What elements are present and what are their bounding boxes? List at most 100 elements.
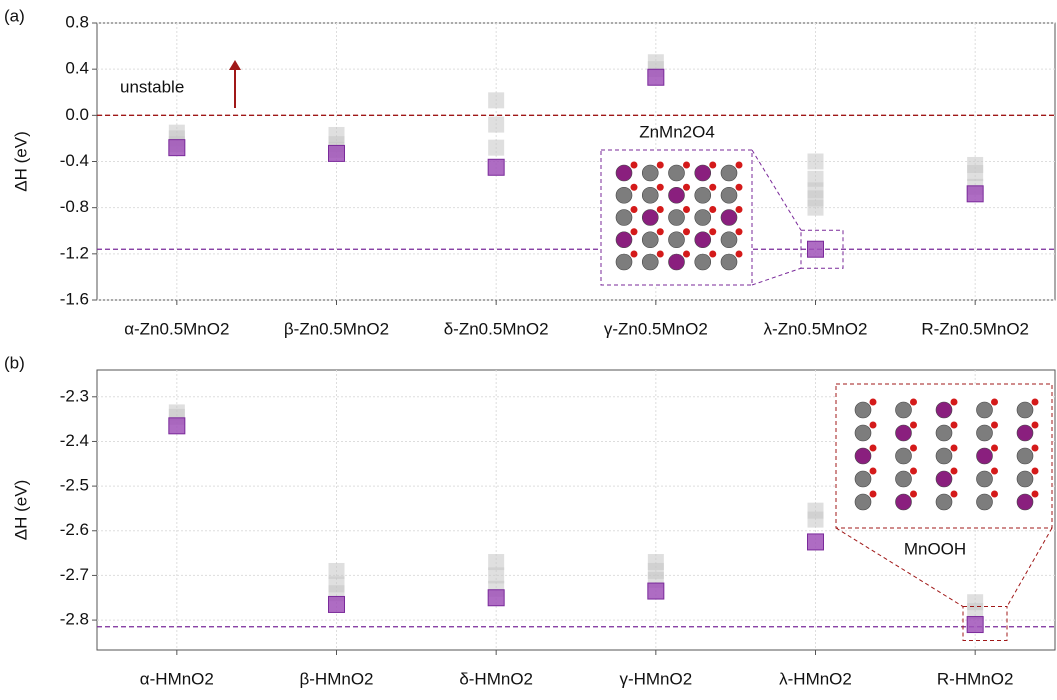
atom: [709, 251, 716, 258]
atom: [896, 471, 912, 487]
atom: [855, 425, 871, 441]
data-square: [488, 92, 504, 108]
atom: [977, 425, 993, 441]
atom: [951, 491, 958, 498]
atom: [736, 184, 743, 191]
atom: [910, 445, 917, 452]
atom: [1017, 402, 1033, 418]
y-tick-label: 0.4: [65, 59, 89, 78]
x-tick-label: δ-Zn0.5MnO2: [444, 319, 549, 338]
atom: [631, 206, 638, 213]
y-tick-label: -2.5: [60, 476, 89, 495]
x-tick-label: α-Zn0.5MnO2: [124, 319, 229, 338]
atom: [896, 448, 912, 464]
atom: [616, 232, 632, 248]
atom: [736, 162, 743, 169]
atom: [1017, 448, 1033, 464]
data-square: [808, 512, 824, 528]
callout-line: [752, 150, 801, 230]
atom: [616, 210, 632, 226]
atom: [695, 210, 711, 226]
y-tick-label: -2.3: [60, 386, 89, 405]
atom: [1032, 445, 1039, 452]
atom: [683, 162, 690, 169]
atom: [721, 210, 737, 226]
atom: [642, 165, 658, 181]
atom: [709, 184, 716, 191]
figure: -1.6-1.2-0.8-0.40.00.40.8α-Zn0.5MnO2β-Zn…: [0, 0, 1057, 700]
atom: [936, 471, 952, 487]
y-tick-label: -2.8: [60, 610, 89, 629]
atom: [736, 251, 743, 258]
atom: [936, 448, 952, 464]
atom: [616, 165, 632, 181]
y-tick-label: -2.4: [60, 431, 89, 450]
data-square: [488, 117, 504, 133]
y-tick-label: -0.4: [60, 151, 89, 170]
y-tick-label: 0.8: [65, 12, 89, 31]
atom: [870, 422, 877, 429]
y-axis-label: ΔH (eV): [11, 480, 30, 540]
data-square: [648, 69, 664, 85]
data-square: [808, 200, 824, 216]
y-tick-label: -2.6: [60, 520, 89, 539]
atom: [910, 422, 917, 429]
atom: [631, 184, 638, 191]
data-square: [488, 590, 504, 606]
atom: [721, 187, 737, 203]
atom: [736, 206, 743, 213]
data-square: [488, 159, 504, 175]
x-tick-label: δ-HMnO2: [459, 669, 533, 688]
atom: [896, 425, 912, 441]
panel-label: (b): [4, 353, 25, 372]
atom: [657, 184, 664, 191]
atom: [855, 402, 871, 418]
atom: [855, 471, 871, 487]
data-square: [808, 241, 824, 257]
x-tick-label: λ-HMnO2: [779, 669, 852, 688]
atom: [951, 399, 958, 406]
annotation: ZnMn2O4: [639, 122, 715, 141]
annotation: unstable: [120, 77, 184, 96]
atom: [910, 468, 917, 475]
atom: [977, 448, 993, 464]
data-square: [169, 418, 185, 434]
atom: [683, 228, 690, 235]
atom: [1032, 491, 1039, 498]
arrow-head: [229, 60, 241, 70]
atom: [669, 187, 685, 203]
atom: [669, 210, 685, 226]
atom: [870, 399, 877, 406]
atom: [709, 228, 716, 235]
y-tick-label: -1.2: [60, 243, 89, 262]
atom: [1032, 422, 1039, 429]
atom: [896, 402, 912, 418]
atom: [977, 494, 993, 510]
data-square: [808, 534, 824, 550]
atom: [669, 232, 685, 248]
atom: [991, 491, 998, 498]
atom: [870, 445, 877, 452]
callout-line: [752, 268, 801, 285]
atom: [683, 184, 690, 191]
data-square: [488, 140, 504, 156]
atom: [631, 162, 638, 169]
x-tick-label: R-Zn0.5MnO2: [921, 319, 1029, 338]
atom: [855, 448, 871, 464]
y-tick-label: -2.7: [60, 565, 89, 584]
atom: [1032, 468, 1039, 475]
atom: [642, 210, 658, 226]
x-tick-label: α-HMnO2: [140, 669, 214, 688]
y-tick-label: -0.8: [60, 197, 89, 216]
y-axis-label: ΔH (eV): [11, 131, 30, 191]
atom: [683, 206, 690, 213]
atom: [910, 399, 917, 406]
atom: [695, 165, 711, 181]
atom: [951, 422, 958, 429]
x-tick-label: γ-HMnO2: [619, 669, 692, 688]
x-tick-label: γ-Zn0.5MnO2: [604, 319, 708, 338]
atom: [616, 187, 632, 203]
x-tick-label: R-HMnO2: [937, 669, 1014, 688]
annotation: MnOOH: [904, 539, 966, 558]
atom: [683, 251, 690, 258]
